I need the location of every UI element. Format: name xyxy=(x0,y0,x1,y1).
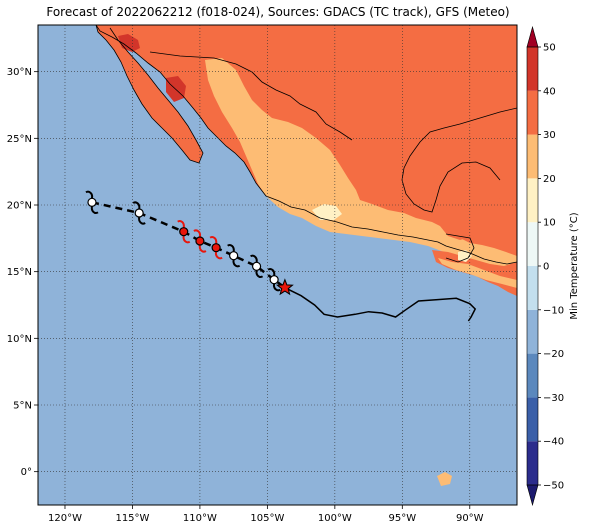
colorbar-tick-label: 0 xyxy=(543,262,549,273)
map-panel xyxy=(37,24,518,506)
y-tick-label: 25°N xyxy=(7,134,32,145)
cyclone-center xyxy=(211,243,221,253)
colorbar-bin xyxy=(527,134,538,179)
colorbar-tick-label: −10 xyxy=(543,305,564,316)
cyclone-arm-bottom xyxy=(138,216,146,225)
colorbar-bin xyxy=(527,178,538,223)
cyclone-icon xyxy=(267,268,281,292)
x-tick-label: 120°W xyxy=(48,513,82,524)
colorbar-tick-label: 10 xyxy=(543,218,556,229)
cyclone-arm-bottom xyxy=(214,251,223,260)
coastlines xyxy=(95,25,517,265)
cyclone-arm-top xyxy=(209,236,218,244)
land-central-america-cool xyxy=(438,258,517,288)
forecast-points xyxy=(85,190,281,292)
x-tick-label: 90°W xyxy=(456,513,484,524)
colorbar-tick-label: −50 xyxy=(543,481,564,492)
land-galapagos xyxy=(437,472,452,486)
colorbar-bin xyxy=(527,441,538,485)
land-baja-california xyxy=(96,25,203,163)
y-tick-label: 20°N xyxy=(7,201,32,212)
cyclone-icon xyxy=(227,244,241,268)
land-layer xyxy=(96,25,517,486)
land-yucatan xyxy=(432,162,500,240)
y-tick-label: 15°N xyxy=(7,267,32,278)
cyclone-arm-top xyxy=(267,268,276,276)
colorbar-tick-label: −30 xyxy=(543,393,564,404)
colorbar-extend-max xyxy=(526,25,539,48)
cyclone-arm-top xyxy=(85,190,94,199)
colorbar-tick-label: 30 xyxy=(543,130,556,141)
cyclone-arm-bottom xyxy=(255,270,264,278)
y-tick-label: 30°N xyxy=(7,67,32,78)
cyclone-arm-top xyxy=(250,254,258,263)
land-cool-highlands xyxy=(312,204,342,220)
cyclone-arm-bottom xyxy=(232,259,241,268)
colorbar-tick-label: 50 xyxy=(543,43,556,54)
y-tick-label: 0° xyxy=(21,467,32,478)
cyclone-arm-top xyxy=(227,244,235,252)
cyclone-arm-bottom xyxy=(272,283,281,292)
cyclone-center xyxy=(179,227,189,237)
y-tick-label: 5°N xyxy=(13,401,32,412)
colorbar-bin xyxy=(527,309,538,354)
colorbar-bin xyxy=(527,222,538,266)
x-tick-label: 115°W xyxy=(115,513,149,524)
x-axis: 120°W 115°W 110°W 105°W 100°W 95°W 90°W xyxy=(48,505,484,524)
cyclone-arm-top xyxy=(177,220,185,228)
colorbar-bin xyxy=(527,353,538,398)
cyclone-center xyxy=(134,208,144,218)
cyclone-arm-bottom xyxy=(90,206,99,214)
cyclone-icon xyxy=(177,220,191,244)
y-tick-label: 10°N xyxy=(7,334,32,345)
cyclone-center xyxy=(87,197,97,207)
x-tick-label: 95°W xyxy=(388,513,416,524)
x-tick-label: 110°W xyxy=(183,513,217,524)
coastline-gulf xyxy=(401,107,517,213)
colorbar-label: Min Temperature (°C) xyxy=(569,212,580,319)
cyclone-icon xyxy=(85,190,99,214)
colorbar-extend-min xyxy=(526,484,539,507)
y-axis: 0° 5°N 10°N 15°N 20°N 25°N 30°N xyxy=(7,67,38,478)
cyclone-icon xyxy=(132,201,146,225)
x-tick-label: 105°W xyxy=(250,513,284,524)
cyclone-center xyxy=(195,236,205,246)
border-guatemala xyxy=(445,233,475,263)
border-us-mexico xyxy=(149,51,353,141)
land-cool-central-america xyxy=(458,250,472,262)
colorbar-bin xyxy=(527,397,538,442)
cyclone-center xyxy=(269,275,279,285)
colorbar-tick-label: −40 xyxy=(543,437,564,448)
map-title: Forecast of 2022062212 (f018-024), Sourc… xyxy=(46,5,510,19)
cyclone-center xyxy=(229,251,239,261)
observed-track-line xyxy=(284,287,477,322)
cyclone-icon xyxy=(209,236,223,260)
colorbar-bin xyxy=(527,47,538,91)
colorbar-bin xyxy=(527,266,538,310)
cyclone-arm-bottom xyxy=(198,244,207,253)
cyclone-arm-top xyxy=(132,201,141,210)
colorbar-tick-label: 40 xyxy=(543,86,556,97)
coastline-pacific xyxy=(95,25,517,265)
colorbar-tick-label: −20 xyxy=(543,349,564,360)
gridlines xyxy=(38,25,517,505)
cyclone-icon xyxy=(193,229,207,253)
map-frame xyxy=(37,24,518,506)
current-position-star-icon xyxy=(275,278,294,296)
cyclone-icon xyxy=(250,254,264,278)
x-tick-label: 100°W xyxy=(318,513,352,524)
land-hot-northwest xyxy=(118,34,140,52)
cyclone-arm-bottom xyxy=(182,235,191,244)
colorbar-tick-label: 20 xyxy=(543,174,556,185)
colorbar: −50 −40 −30 −20 −10 0 10 20 30 40 50 xyxy=(526,25,564,507)
cyclone-center xyxy=(251,261,262,271)
land-mexican-plateau xyxy=(205,58,517,272)
coastline-baja xyxy=(95,25,204,164)
colorbar-bin xyxy=(527,90,538,135)
cyclone-arm-top xyxy=(193,229,202,238)
